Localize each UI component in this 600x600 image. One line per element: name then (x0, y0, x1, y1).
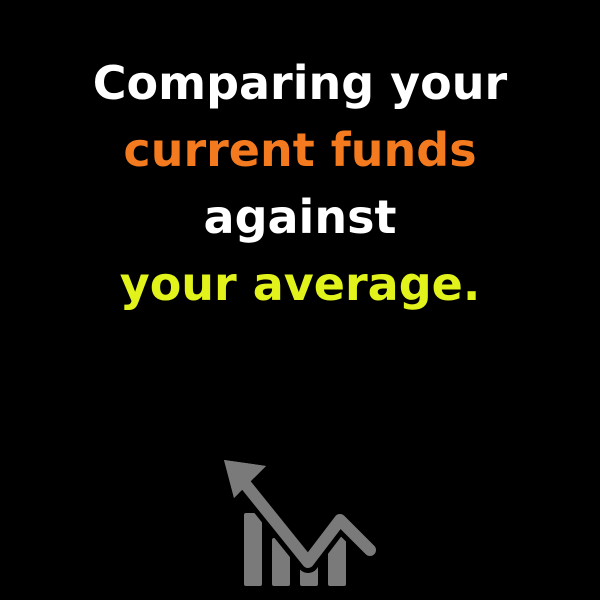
headline: Comparing your current funds against you… (0, 50, 600, 318)
headline-line-3: against (203, 190, 397, 244)
headline-line-1: Comparing your (92, 56, 508, 110)
chart-arrow-head-top (224, 460, 266, 498)
chart-trend-icon (224, 460, 376, 586)
headline-line-4: your average. (119, 257, 481, 311)
chart-trend-line (236, 474, 376, 568)
headline-line-2: current funds (123, 123, 477, 177)
chart-bar-1 (244, 513, 262, 586)
